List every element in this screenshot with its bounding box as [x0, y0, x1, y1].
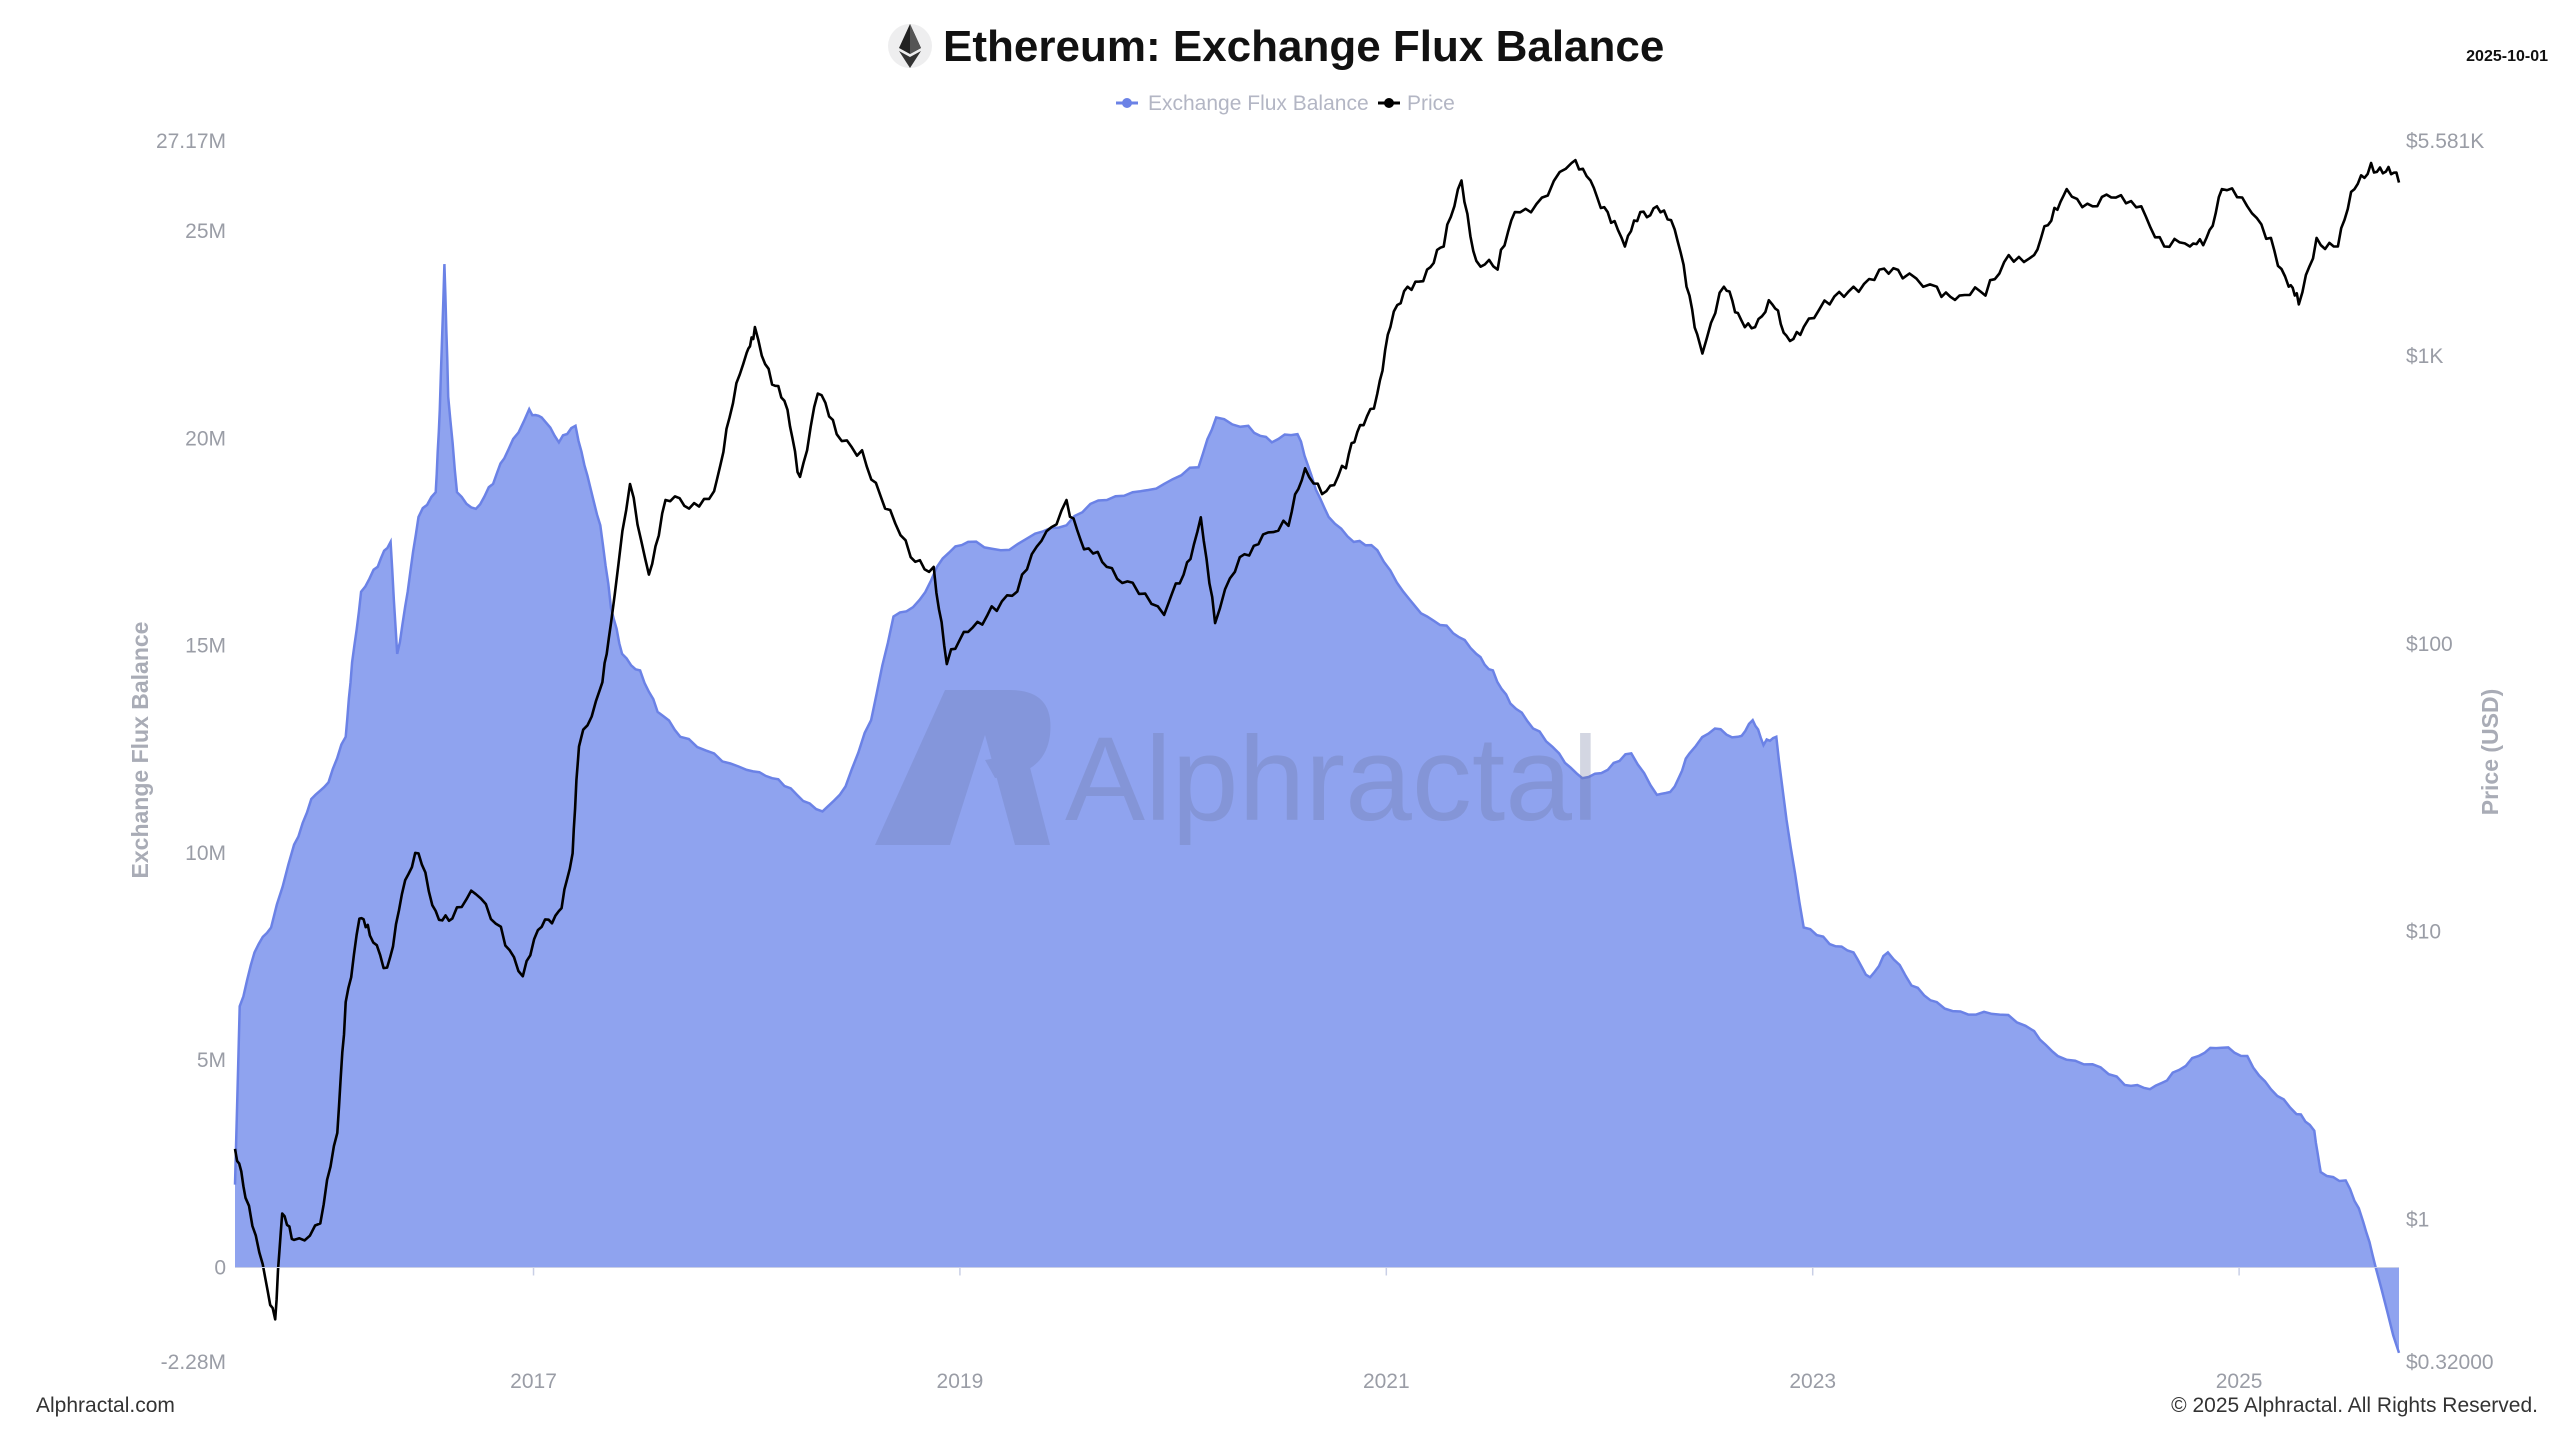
- y-left-tick-label: -2.28M: [161, 1351, 226, 1374]
- y-left-tick-label: 25M: [185, 220, 226, 243]
- x-tick-label: 2023: [1789, 1370, 1836, 1393]
- flux-line: [233, 264, 2401, 1354]
- y-left-tick-label: 20M: [185, 427, 226, 450]
- legend-item-price[interactable]: Price: [1378, 92, 1455, 115]
- legend-item-flux[interactable]: Exchange Flux Balance: [1116, 92, 1369, 115]
- y-left-tick-label: 15M: [185, 635, 226, 658]
- watermark-logo: [875, 690, 1051, 845]
- y-left-tick-label: 27.17M: [156, 130, 226, 153]
- y-right-tick-label: $1: [2406, 1209, 2429, 1232]
- axes: 27.17M 25M 20M 15M 10M 5M 0 -2.28M $5.581K $1K $10…: [156, 130, 2494, 1393]
- legend-flux-marker: [1122, 98, 1132, 108]
- y-right-axis-title: Price (USD): [2477, 689, 2503, 816]
- price-line-layer: [233, 158, 2401, 1321]
- watermark-text: Alphractal: [1065, 712, 1599, 846]
- y-left-tick-label: 10M: [185, 842, 226, 865]
- y-right-tick-label: $5.581K: [2406, 130, 2484, 153]
- y-right-tick-label: $0.32000: [2406, 1351, 2494, 1374]
- x-tick-label: 2021: [1363, 1370, 1410, 1393]
- x-tick-label: 2017: [510, 1370, 557, 1393]
- legend-price-marker: [1384, 98, 1394, 108]
- y-left-tick-label: 5M: [197, 1049, 226, 1072]
- y-right-tick-label: $100: [2406, 633, 2453, 656]
- price-line: [233, 158, 2401, 1321]
- x-tick-label: 2019: [937, 1370, 984, 1393]
- legend-price-label: Price: [1407, 92, 1455, 115]
- y-left-tick-label: 0: [214, 1256, 226, 1279]
- chart-date: 2025-10-01: [2466, 48, 2548, 65]
- y-right-tick-label: $1K: [2406, 345, 2443, 368]
- ethereum-icon: [888, 24, 932, 68]
- x-tick-label: 2025: [2216, 1370, 2263, 1393]
- footer-site: Alphractal.com: [36, 1394, 175, 1417]
- footer-copyright: © 2025 Alphractal. All Rights Reserved.: [2171, 1394, 2538, 1417]
- chart-title: Ethereum: Exchange Flux Balance: [943, 22, 1664, 71]
- y-left-axis-title: Exchange Flux Balance: [127, 622, 153, 879]
- flux-area: [235, 264, 2399, 1353]
- legend-flux-label: Exchange Flux Balance: [1148, 92, 1369, 115]
- flux-area-layer: [233, 264, 2401, 1354]
- y-right-tick-label: $10: [2406, 921, 2441, 944]
